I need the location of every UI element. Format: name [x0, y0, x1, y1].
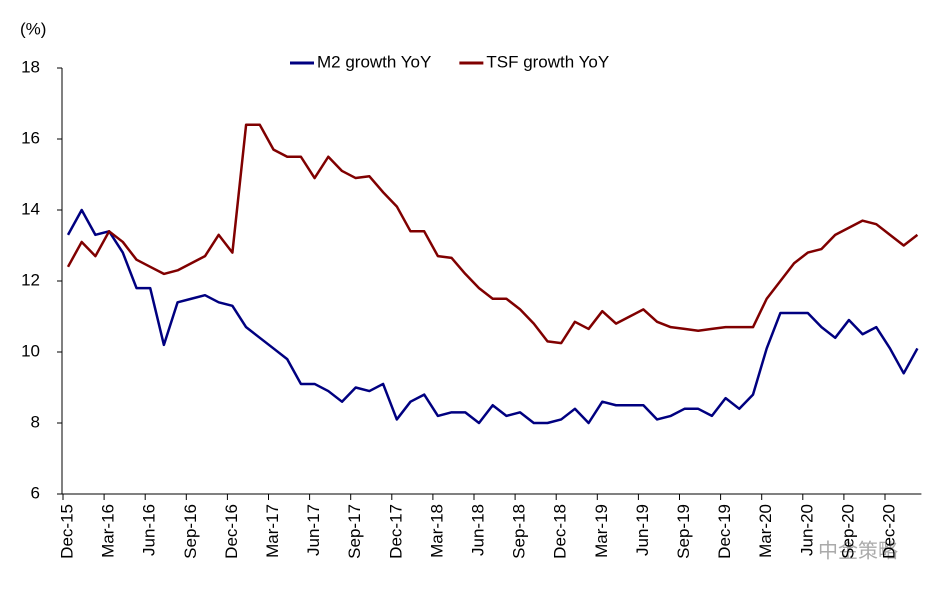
x-tick-label: Jun-19 [633, 504, 652, 556]
series-line [66, 123, 919, 345]
x-tick-label: Dec-16 [222, 504, 241, 559]
x-tick-label: Sep-20 [838, 504, 857, 559]
x-tick-label: Mar-17 [263, 504, 282, 558]
legend-label: M2 growth YoY [317, 52, 431, 71]
y-tick-label: 12 [21, 270, 40, 289]
series-line [66, 208, 919, 425]
x-tick-label: Jun-18 [468, 504, 487, 556]
x-tick-label: Jun-17 [304, 504, 323, 556]
watermark: 中金策略 [818, 539, 898, 562]
x-tick-label: Sep-18 [510, 504, 529, 559]
x-tick-label: Sep-19 [674, 504, 693, 559]
x-tick-label: Mar-19 [592, 504, 611, 558]
x-tick-label: Sep-17 [345, 504, 364, 559]
x-tick-label: Mar-20 [756, 504, 775, 558]
y-tick-label: 8 [31, 412, 40, 431]
x-tick-label: Dec-20 [879, 504, 898, 559]
y-axis-label: (%) [20, 19, 46, 38]
legend-label: TSF growth YoY [486, 52, 609, 71]
x-tick-label: Jun-16 [140, 504, 159, 556]
x-tick-label: Dec-18 [551, 504, 570, 559]
y-tick-label: 16 [21, 128, 40, 147]
y-tick-label: 10 [21, 341, 40, 360]
y-tick-label: 14 [21, 199, 40, 218]
x-tick-label: Dec-19 [715, 504, 734, 559]
x-tick-label: Jun-20 [797, 504, 816, 556]
x-tick-label: Dec-17 [386, 504, 405, 559]
x-tick-label: Mar-16 [99, 504, 118, 558]
x-tick-label: Dec-15 [57, 504, 76, 559]
x-tick-label: Sep-16 [181, 504, 200, 559]
y-tick-label: 6 [31, 483, 40, 502]
x-tick-label: Mar-18 [427, 504, 446, 558]
y-tick-label: 18 [21, 57, 40, 76]
